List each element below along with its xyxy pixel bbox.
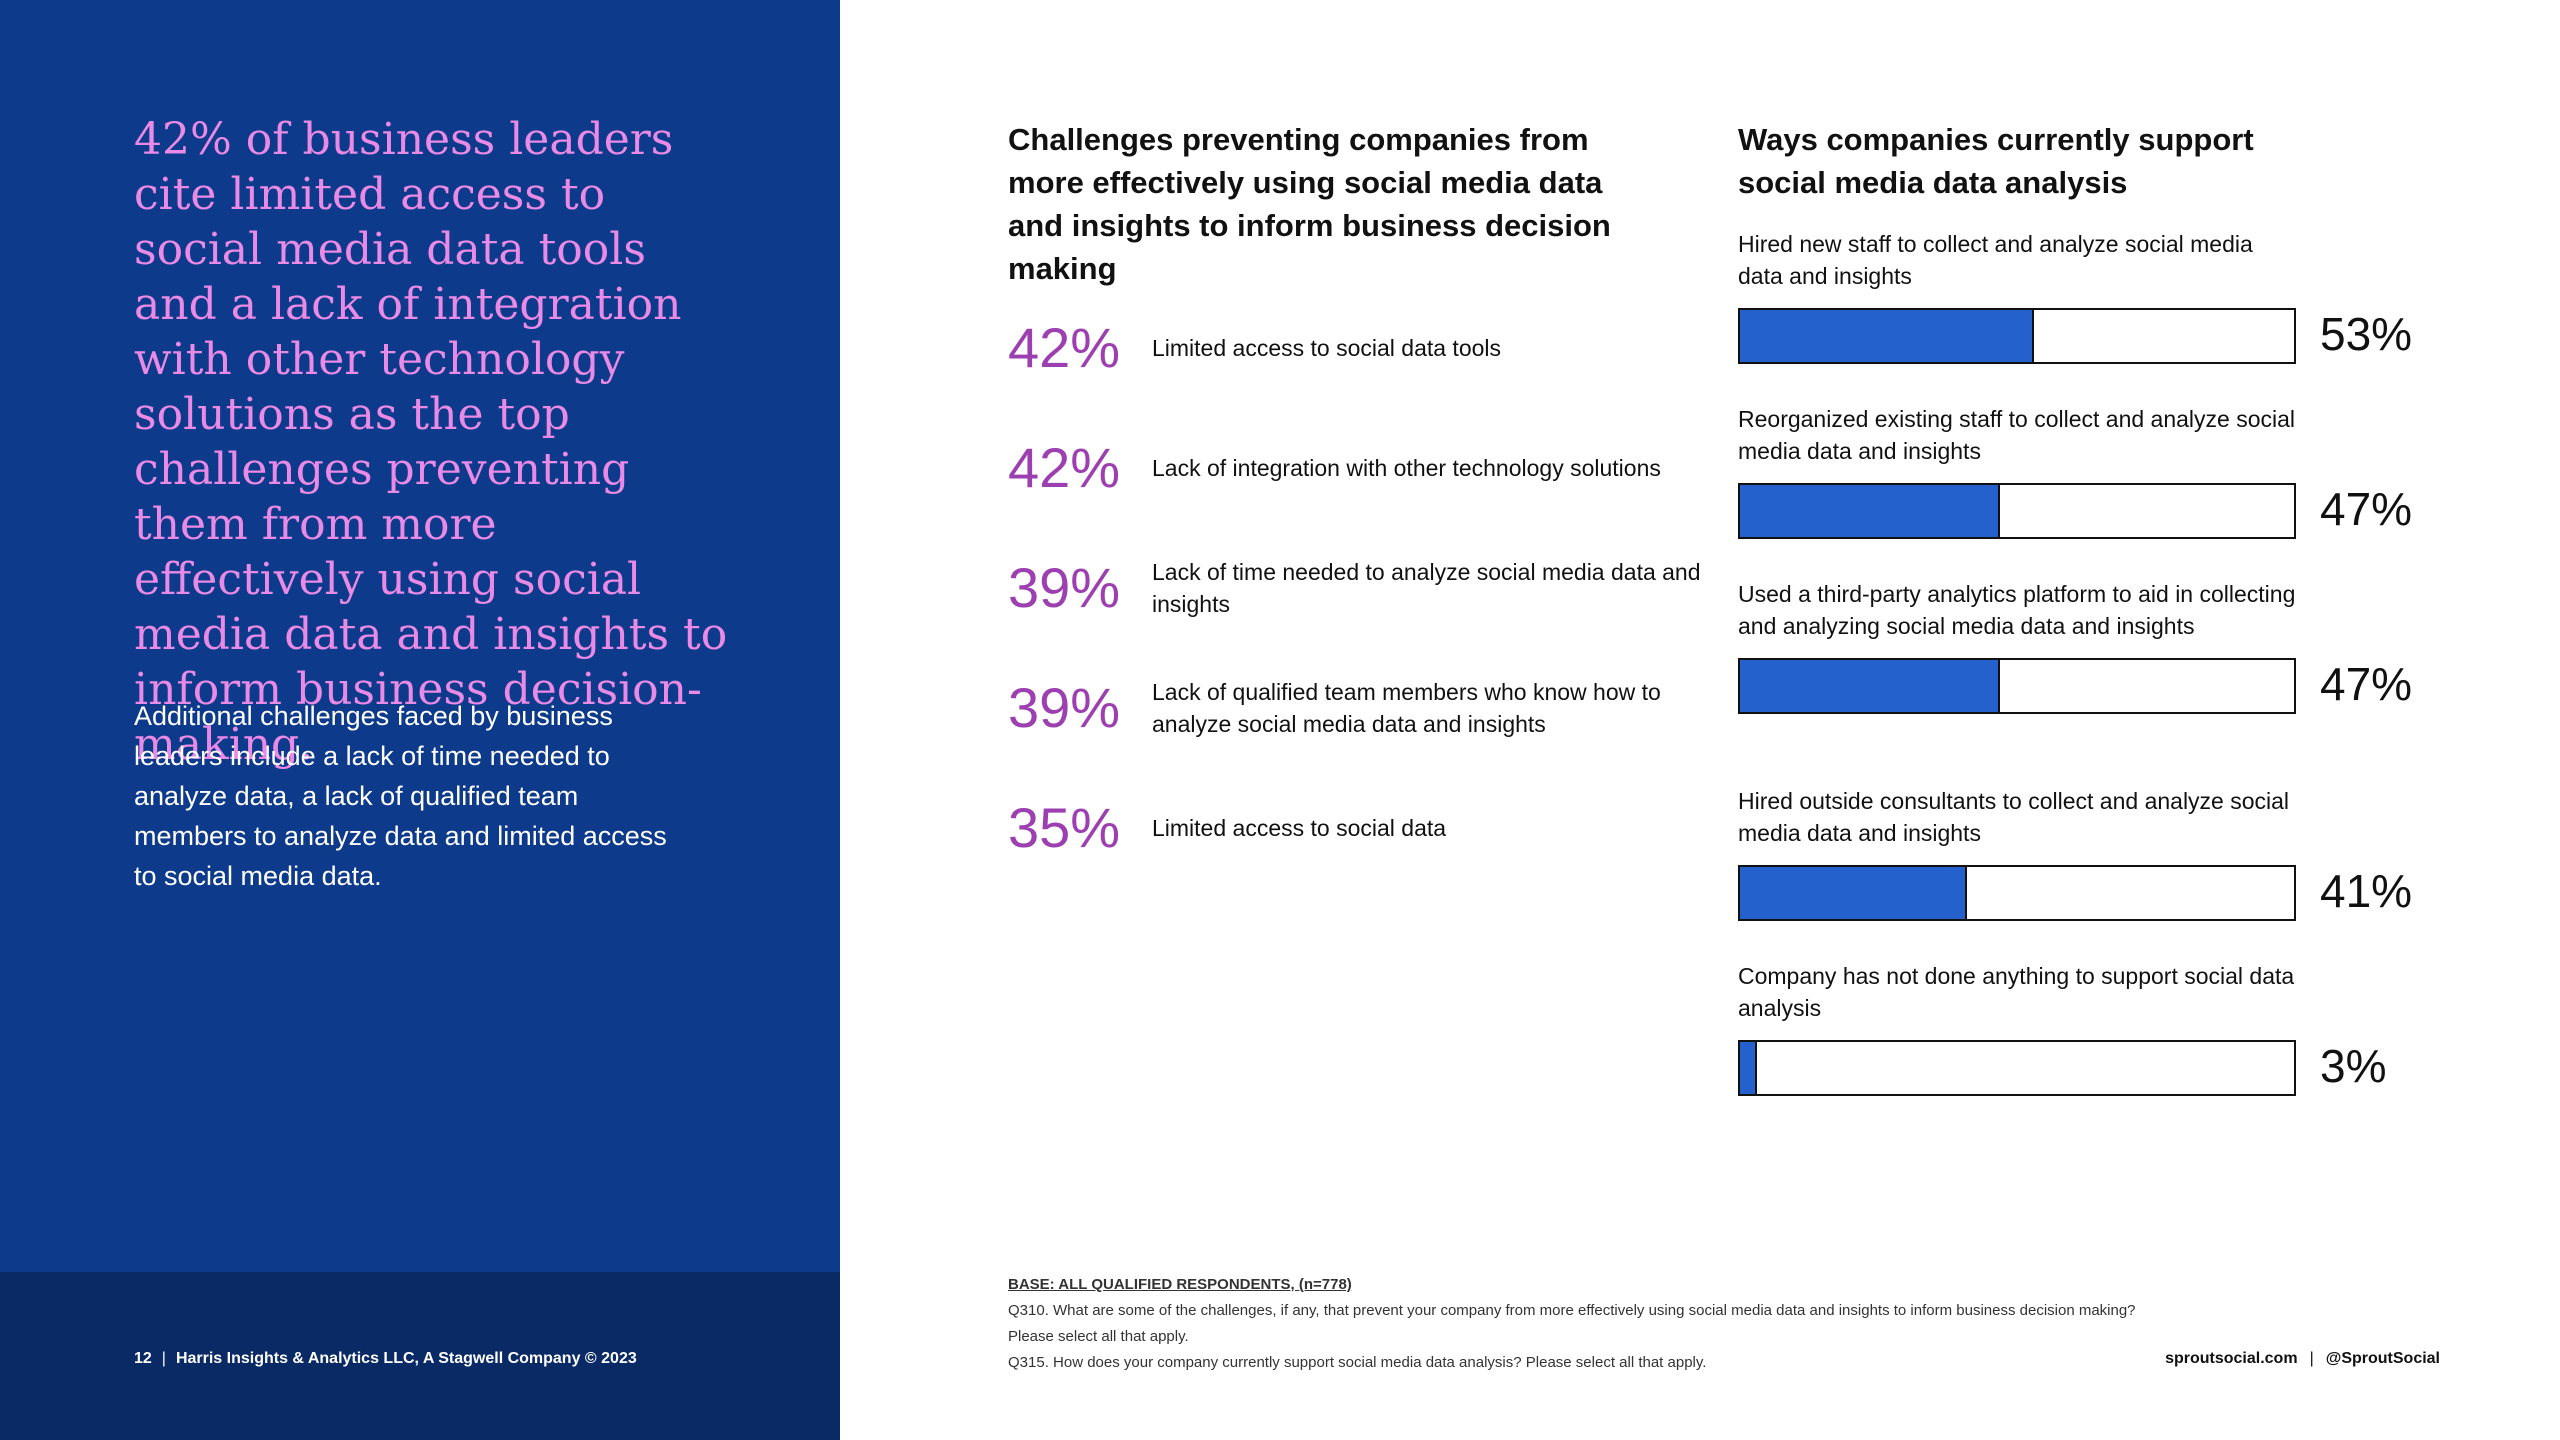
brand-handle-link[interactable]: @SproutSocial	[2325, 1350, 2440, 1367]
support-label: Used a third-party analytics platform to…	[1738, 581, 2296, 639]
brand-separator: |	[2309, 1350, 2314, 1367]
page-footer: 12 | Harris Insights & Analytics LLC, A St…	[134, 1350, 637, 1368]
challenge-row: 42% Lack of integration with other techn…	[1008, 428, 1708, 508]
challenge-label: Limited access to social data tools	[1152, 335, 1502, 361]
bar-value: 41%	[2320, 865, 2413, 917]
left-panel	[0, 0, 840, 1440]
challenge-percent: 39%	[1008, 556, 1121, 619]
support-item: Hired outside consultants to collect and…	[1738, 785, 2438, 923]
bar-row: 3%	[1738, 1040, 2438, 1098]
challenge-row: 35% Limited access to social data	[1008, 788, 1708, 868]
footer-credit: Harris Insights & Analytics LLC, A Stagw…	[175, 1350, 637, 1367]
challenge-label: Lack of integration with other technolog…	[1152, 455, 1661, 481]
left-footer-band	[0, 1272, 840, 1440]
bar-row: 47%	[1738, 658, 2438, 716]
challenge-percent: 35%	[1008, 796, 1121, 859]
support-label: Company has not done anything to support…	[1738, 963, 2295, 1021]
bar-track	[1738, 865, 2296, 921]
bar-row: 53%	[1738, 308, 2438, 366]
support-title: Ways companies currently support social …	[1738, 122, 2254, 200]
challenge-percent: 42%	[1008, 436, 1121, 499]
footnote-q315: Q315. How does your company currently su…	[1008, 1354, 1707, 1371]
challenge-label: Lack of time needed to analyze social me…	[1152, 559, 1701, 617]
bar-value: 47%	[2320, 483, 2413, 535]
challenges-title: Challenges preventing companies from mor…	[1008, 122, 1611, 286]
support-item: Hired new staff to collect and analyze s…	[1738, 228, 2438, 366]
support-item: Company has not done anything to support…	[1738, 960, 2438, 1098]
bar-value: 3%	[2320, 1040, 2387, 1092]
footnote-base: BASE: ALL QUALIFIED RESPONDENTS, (n=778)	[1008, 1276, 1352, 1293]
bar-track	[1738, 658, 2296, 714]
footnote-q310: Q310. What are some of the challenges, i…	[1008, 1302, 2136, 1345]
brand-footer: sproutsocial.com | @SproutSocial	[2165, 1350, 2440, 1368]
challenge-row: 39% Lack of time needed to analyze socia…	[1008, 548, 1708, 628]
challenge-row: 39% Lack of qualified team members who k…	[1008, 668, 1708, 748]
bar-fill	[1740, 660, 2001, 712]
page-number: 12	[134, 1350, 152, 1367]
footer-separator: |	[161, 1350, 166, 1367]
support-label: Hired new staff to collect and analyze s…	[1738, 231, 2253, 289]
support-item: Used a third-party analytics platform to…	[1738, 578, 2438, 716]
bar-track	[1738, 483, 2296, 539]
brand-site-link[interactable]: sproutsocial.com	[2165, 1350, 2298, 1367]
bar-track	[1738, 1040, 2296, 1096]
bar-fill	[1740, 867, 1968, 919]
bar-row: 41%	[1738, 865, 2438, 923]
bar-value: 53%	[2320, 308, 2413, 360]
challenge-label: Limited access to social data	[1152, 815, 1447, 841]
support-label: Reorganized existing staff to collect an…	[1738, 406, 2296, 464]
bar-value: 47%	[2320, 658, 2413, 710]
bar-fill	[1740, 485, 2001, 537]
support-item: Reorganized existing staff to collect an…	[1738, 403, 2438, 541]
footnotes: BASE: ALL QUALIFIED RESPONDENTS, (n=778)…	[1008, 1272, 2168, 1376]
bar-track	[1738, 308, 2296, 364]
support-label: Hired outside consultants to collect and…	[1738, 788, 2290, 846]
subtext: Additional challenges faced by business …	[134, 701, 667, 891]
challenge-percent: 42%	[1008, 316, 1121, 379]
bar-fill	[1740, 310, 2034, 362]
headline: 42% of business leaders cite limited acc…	[134, 114, 728, 770]
challenge-percent: 39%	[1008, 676, 1121, 739]
bar-fill	[1740, 1042, 1757, 1094]
challenge-label: Lack of qualified team members who know …	[1152, 679, 1661, 737]
challenge-row: 42% Limited access to social data tools	[1008, 308, 1708, 388]
bar-row: 47%	[1738, 483, 2438, 541]
